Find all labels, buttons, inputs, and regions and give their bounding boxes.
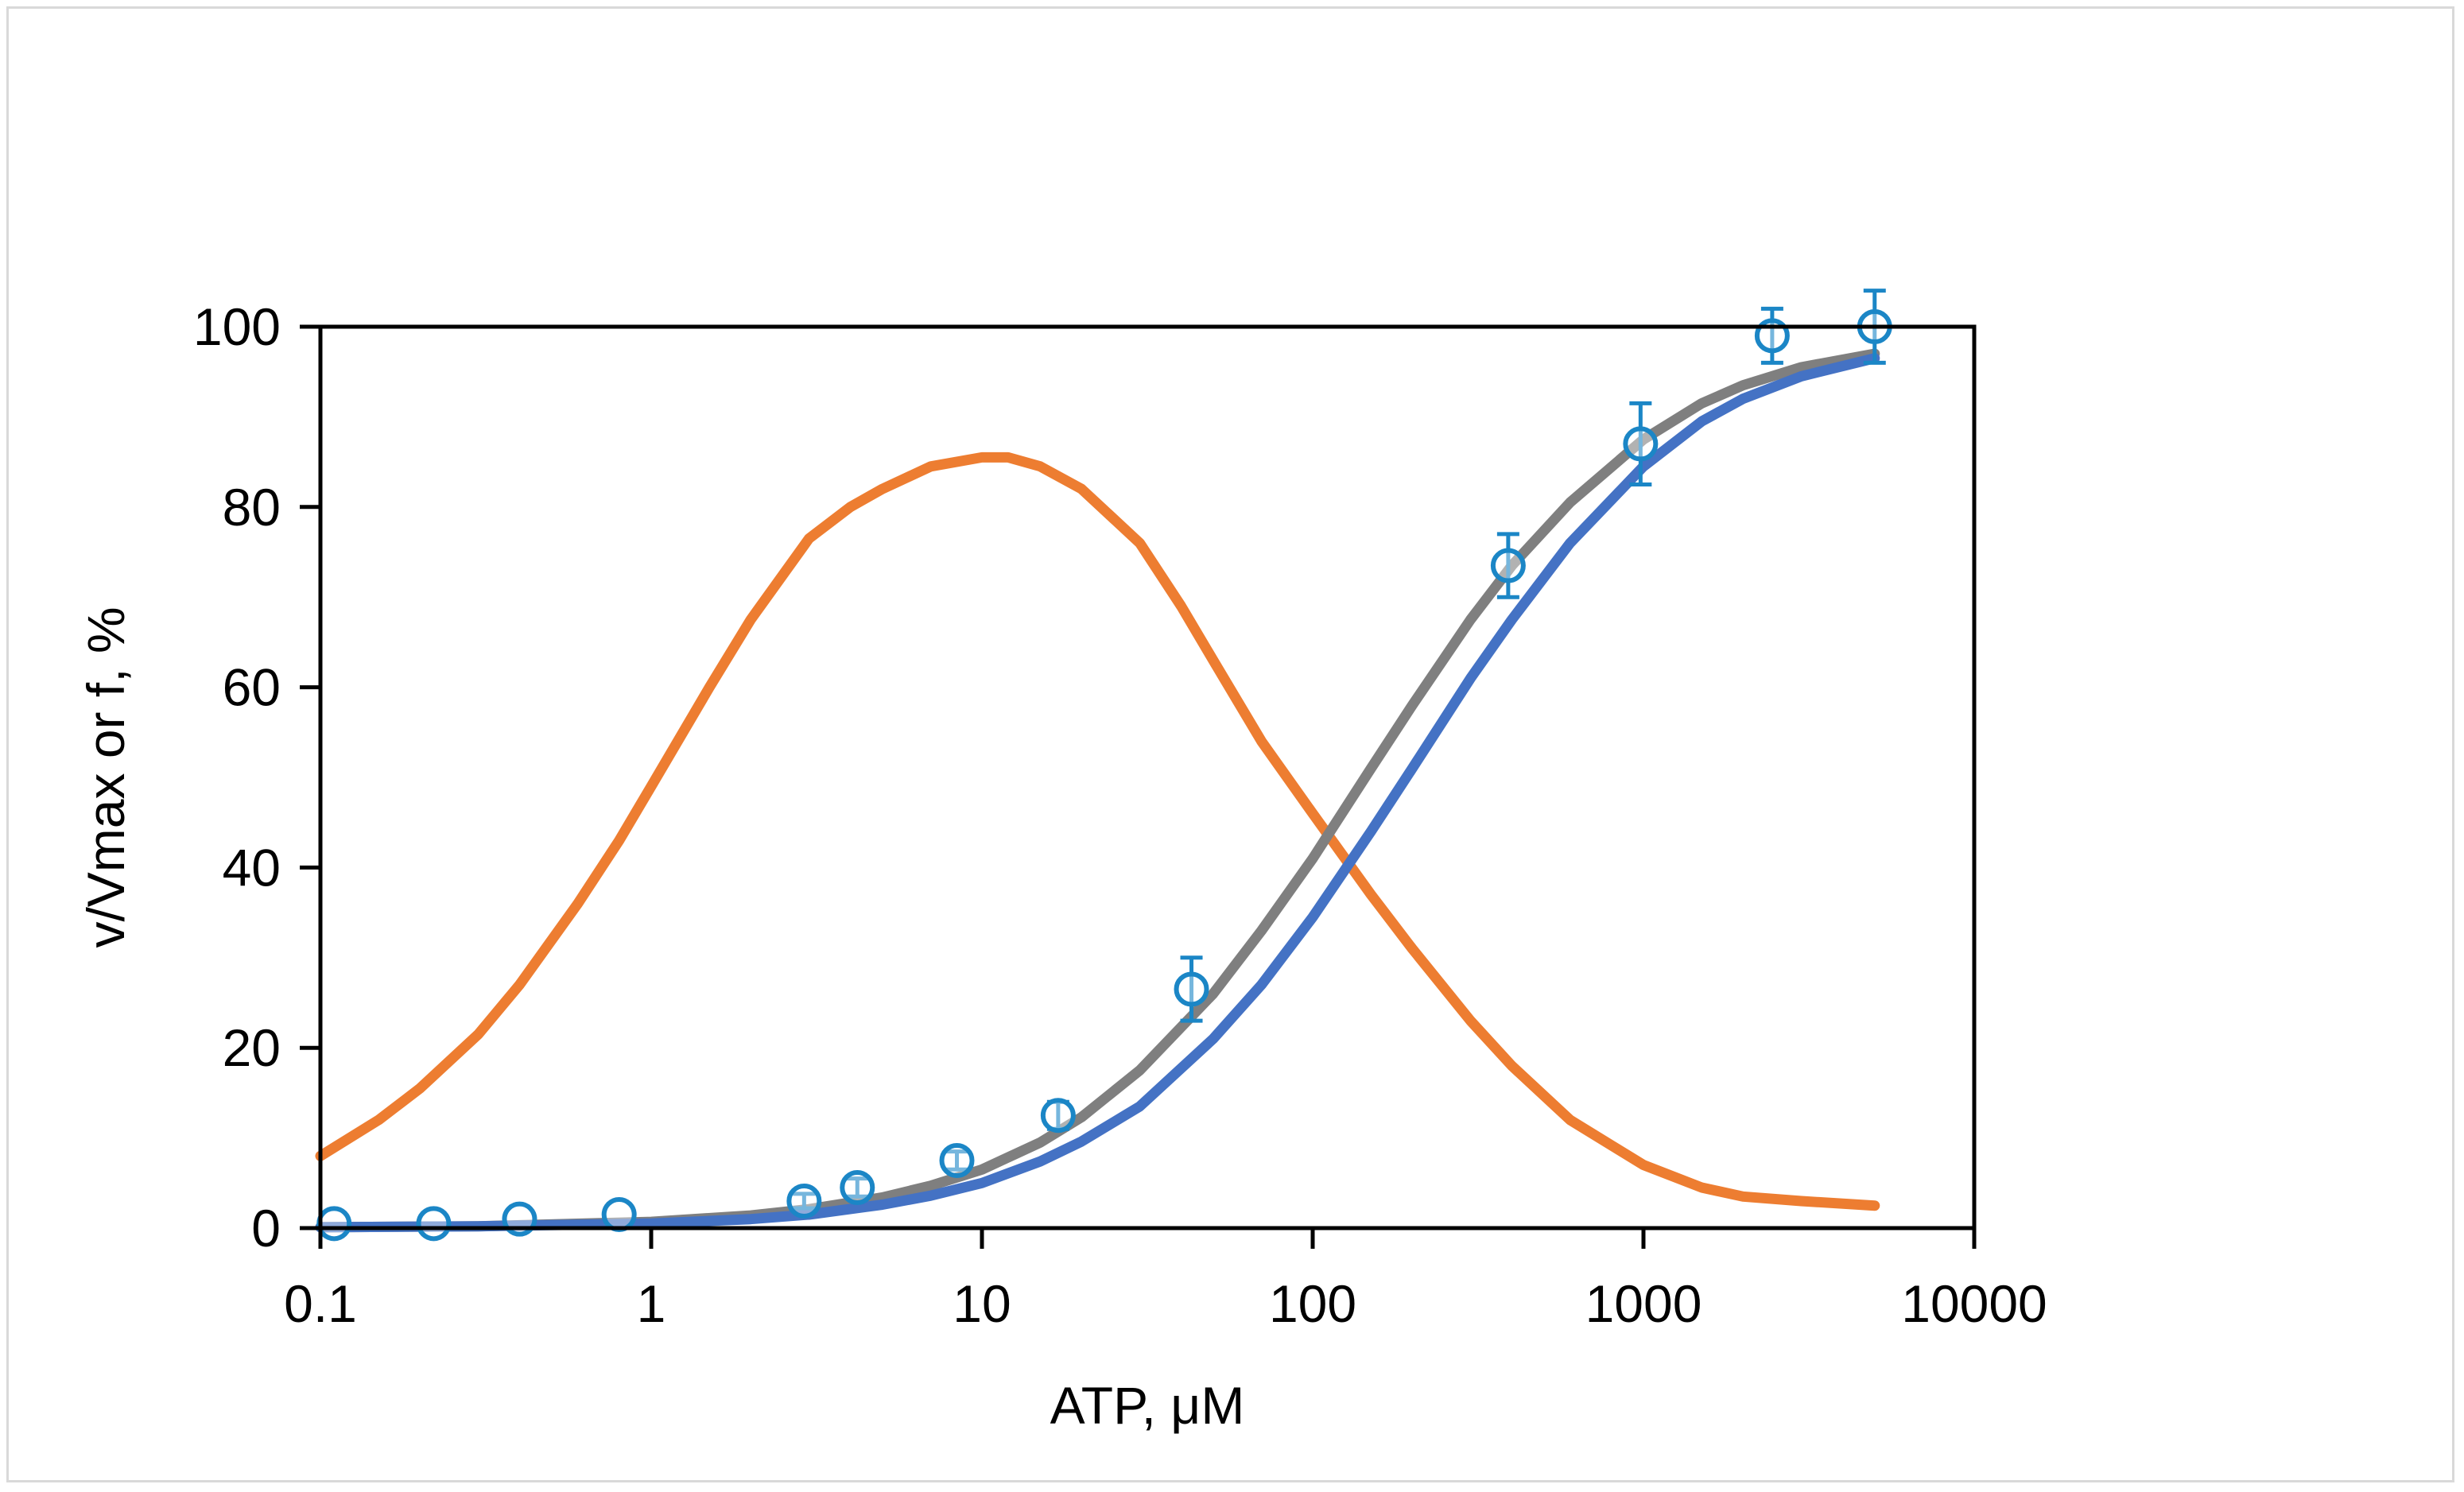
y-tick-label: 80 [223, 478, 281, 537]
data-point [840, 1169, 875, 1205]
x-tick-label: 100 [1269, 1274, 1356, 1333]
x-tick-label: 0.1 [284, 1274, 357, 1333]
y-tick-label: 60 [223, 658, 281, 717]
chart-svg: 0 20 40 60 80 100 0.1 1 10 100 1000 10000 ATP, μM v… [76, 289, 2047, 1435]
y-tick-label: 100 [193, 297, 281, 356]
x-tick-label: 1000 [1585, 1274, 1702, 1333]
y-axis-title: v/Vmax or f, % [76, 606, 135, 948]
series-line-0 [315, 451, 1880, 1211]
label-layer: 0 20 40 60 80 100 0.1 1 10 100 1000 10000 [193, 297, 2047, 1333]
data-point [939, 1142, 975, 1178]
tick-layer [300, 324, 1977, 1249]
x-tick-label: 1 [637, 1274, 666, 1333]
x-axis-title: ATP, μM [1050, 1376, 1245, 1435]
data-point [316, 1206, 352, 1242]
data-point [786, 1183, 822, 1219]
y-tick-label: 20 [223, 1018, 281, 1077]
data-point [1174, 971, 1209, 1007]
plot-area-border [318, 324, 1977, 1230]
data-point [601, 1196, 637, 1232]
x-tick-label: 10 [953, 1274, 1011, 1333]
y-tick-label: 0 [251, 1199, 281, 1258]
data-point [416, 1206, 452, 1242]
data-point [1490, 548, 1526, 583]
data-point [1623, 426, 1659, 462]
series-layer [315, 289, 1892, 1242]
data-point [1040, 1098, 1076, 1134]
x-tick-label: 10000 [1901, 1274, 2047, 1333]
y-tick-label: 40 [223, 838, 281, 897]
series-line-2 [315, 353, 1880, 1233]
chart-frame: 0 20 40 60 80 100 0.1 1 10 100 1000 10000 ATP, μM v… [6, 6, 2454, 1482]
